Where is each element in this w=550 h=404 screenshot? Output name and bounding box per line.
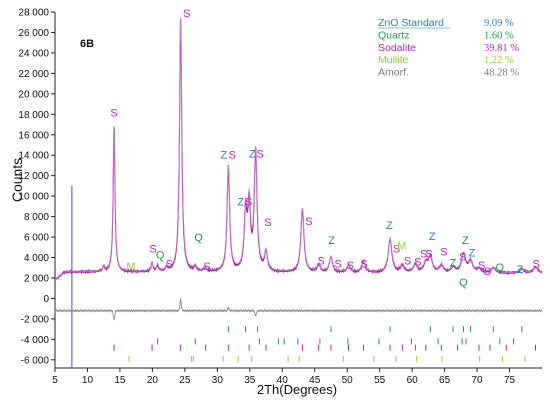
x-tick-label: 5 [52,375,58,386]
peak-annotation-sodalite: S [203,261,210,273]
peak-annotation-sodalite: S [305,216,312,228]
x-tick-label: 45 [309,375,321,386]
peak-annotation-sodalite: S [532,259,539,271]
y-tick-label: 22 000 [18,69,49,80]
peak-annotation-sodalite: S [478,260,485,272]
difference-curve-line [54,297,543,321]
peak-annotation-quartz: Q [194,232,203,244]
peak-annotation-mullite: M [397,240,406,252]
sample-label: 6B [80,38,94,50]
y-tick-label: -4 000 [21,335,50,346]
peak-annotation-sodalite: S [425,249,432,261]
peak-annotation-zno: Z [328,235,335,247]
y-tick-label: 12 000 [18,171,49,182]
y-tick-label: -6 000 [21,355,50,366]
legend-phase-value: 1.22 % [484,55,514,66]
peak-annotation-sodalite: S [459,252,466,264]
y-tick-label: 26 000 [18,28,49,39]
x-axis-title: 2Th(Degrees) [257,382,337,397]
peak-annotation-zno: Z [450,258,457,270]
x-tick-label: 40 [277,375,289,386]
y-tick-label: 16 000 [18,130,49,141]
phase-ticks-layer [113,326,537,362]
x-tick-label: 20 [147,375,159,386]
y-tick-label: -2 000 [21,314,50,325]
y-tick-label: 14 000 [18,151,49,162]
peak-annotation-sodalite: S [347,260,354,272]
legend-phase-name: Quartz [378,29,410,41]
axes-layer: 28 000 26 000 24 000 22 000 20 000 18 000 16 0… [18,8,542,386]
y-tick-label: 4 000 [24,253,49,264]
peak-annotation-zno: Z [469,247,476,259]
peak-annotation-zno: Z [237,196,244,208]
legend-phase-name: Sodalite [378,42,416,54]
peak-annotation-sodalite: S [183,8,190,20]
peak-annotation-sodalite: S [166,259,173,271]
peak-annotation-zno: Z [220,149,227,161]
peak-annotation-sodalite: S [393,243,400,255]
x-tick-label: 75 [504,375,516,386]
legend-phase-value: 1.60 % [484,30,514,41]
legend-phase-name: ZnO Standard [378,17,444,29]
x-tick-label: 65 [439,375,451,386]
peak-annotation-sodalite: S [229,149,236,161]
y-tick-label: 20 000 [18,89,49,100]
x-tick-label: 15 [114,375,126,386]
peak-annotation-quartz: Q [156,250,165,262]
legend-phase-value: 48.28 % [484,68,519,79]
legend-phase-value: 39.81 % [484,43,519,54]
peak-annotation-zno: Z [462,235,469,247]
peak-annotation-sodalite: S [420,249,427,261]
peak-annotation-sodalite: S [245,196,252,208]
legend-phase-value: 9.09 % [484,18,514,29]
calculated-pattern-line [54,17,543,281]
peak-annotation-sodalite: S [440,246,447,258]
y-tick-label: 0 [43,294,49,305]
legend-phase-name: Amorf. [378,67,409,79]
peak-annotation-sodalite: S [149,243,156,255]
x-tick-label: 50 [342,375,354,386]
series-layer [54,17,543,368]
y-axis-title: Counts [9,158,25,202]
peak-annotation-zno: Z [386,220,393,232]
x-tick-label: 70 [472,375,484,386]
peak-annotation-sodalite: S [360,259,367,271]
peak-annotation-zno: Z [429,231,436,243]
peak-annotation-zno: Z [517,264,524,276]
peak-annotation-sodalite: S [484,266,491,278]
peak-annotation-mullite: M [126,261,135,273]
peak-annotation-sodalite: S [404,256,411,268]
peak-annotation-sodalite: S [334,259,341,271]
phase-legend: ZnO Standard 9.09 % Quartz 1.60 % Sodalite 39… [378,17,519,79]
y-tick-label: 18 000 [18,110,49,121]
peak-annotation-sodalite: S [318,256,325,268]
x-tick-label: 30 [212,375,224,386]
y-tick-label: 10 000 [18,192,49,203]
x-tick-label: 10 [82,375,94,386]
peak-annotation-quartz: Q [496,262,505,274]
peak-annotation-sodalite: S [257,148,264,160]
x-tick-label: 55 [374,375,386,386]
y-tick-label: 24 000 [18,48,49,59]
y-tick-label: 28 000 [18,8,49,19]
x-tick-label: 60 [407,375,419,386]
x-tick-label: 25 [179,375,191,386]
y-tick-label: 2 000 [24,273,49,284]
legend-phase-name: Mullite [378,54,409,66]
observed-pattern-line [54,18,543,281]
x-tick-label: 35 [244,375,256,386]
peak-annotation-sodalite: S [414,257,421,269]
y-tick-label: 6 000 [24,233,49,244]
peak-annotation-quartz: Q [459,277,468,289]
peak-annotation-sodalite: S [110,107,117,119]
peak-annotation-zno: Z [249,148,256,160]
peak-annotation-sodalite: S [264,217,271,229]
y-tick-label: 8 000 [24,212,49,223]
